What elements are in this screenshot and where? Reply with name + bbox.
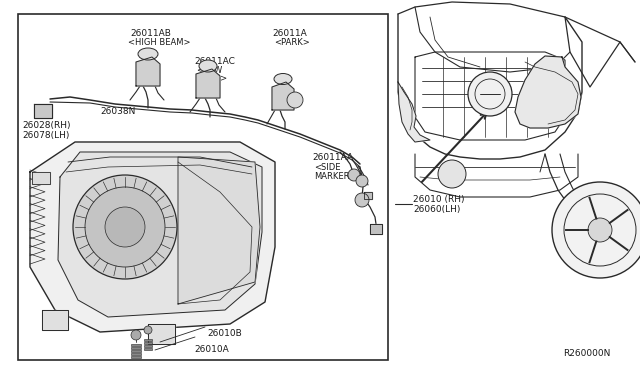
Ellipse shape [199, 60, 217, 72]
Polygon shape [272, 82, 294, 110]
Bar [131, 353, 141, 355]
Text: 26011AA: 26011AA [312, 153, 353, 162]
Circle shape [468, 72, 512, 116]
Circle shape [144, 326, 152, 334]
Text: 26010B: 26010B [207, 329, 242, 338]
Bar [144, 348, 152, 350]
Text: 26060(LH): 26060(LH) [413, 205, 460, 214]
Polygon shape [178, 157, 260, 304]
Circle shape [287, 92, 303, 108]
Text: 26011A: 26011A [272, 29, 307, 38]
Text: R260000N: R260000N [563, 349, 610, 358]
Bar [131, 350, 141, 352]
Ellipse shape [138, 48, 158, 60]
Bar [144, 339, 152, 341]
Bar [18, 14, 388, 360]
Polygon shape [364, 192, 372, 199]
Text: 26010A: 26010A [194, 345, 228, 354]
Polygon shape [148, 324, 175, 344]
Bar [131, 344, 141, 346]
Text: 26038N: 26038N [100, 107, 136, 116]
Text: MARKER>: MARKER> [314, 172, 356, 181]
Text: 26010 (RH): 26010 (RH) [413, 195, 465, 204]
Text: 26028(RH): 26028(RH) [22, 121, 70, 130]
Circle shape [588, 218, 612, 242]
Text: BEAM>: BEAM> [196, 74, 227, 83]
Polygon shape [42, 310, 68, 330]
Ellipse shape [274, 74, 292, 84]
Circle shape [73, 175, 177, 279]
Polygon shape [34, 104, 52, 118]
Circle shape [131, 330, 141, 340]
Polygon shape [32, 172, 50, 184]
Circle shape [105, 207, 145, 247]
Text: <HIGH BEAM>: <HIGH BEAM> [128, 38, 191, 47]
Polygon shape [515, 56, 581, 128]
Text: 26011AB: 26011AB [130, 29, 171, 38]
Text: <LOW: <LOW [196, 66, 222, 75]
Polygon shape [196, 69, 220, 98]
Bar [144, 345, 152, 347]
Polygon shape [370, 224, 382, 234]
Bar [131, 356, 141, 358]
Circle shape [438, 160, 466, 188]
Circle shape [85, 187, 165, 267]
Text: 26078(LH): 26078(LH) [22, 131, 69, 140]
Polygon shape [30, 142, 275, 332]
Text: <PARK>: <PARK> [274, 38, 310, 47]
Circle shape [355, 193, 369, 207]
Polygon shape [136, 57, 160, 86]
Text: <SIDE: <SIDE [314, 163, 340, 172]
Circle shape [348, 169, 360, 181]
Circle shape [552, 182, 640, 278]
Polygon shape [398, 82, 430, 142]
Bar [131, 347, 141, 349]
Text: 26011AC: 26011AC [194, 57, 235, 66]
Circle shape [356, 175, 368, 187]
Polygon shape [58, 152, 262, 317]
Bar [144, 342, 152, 344]
